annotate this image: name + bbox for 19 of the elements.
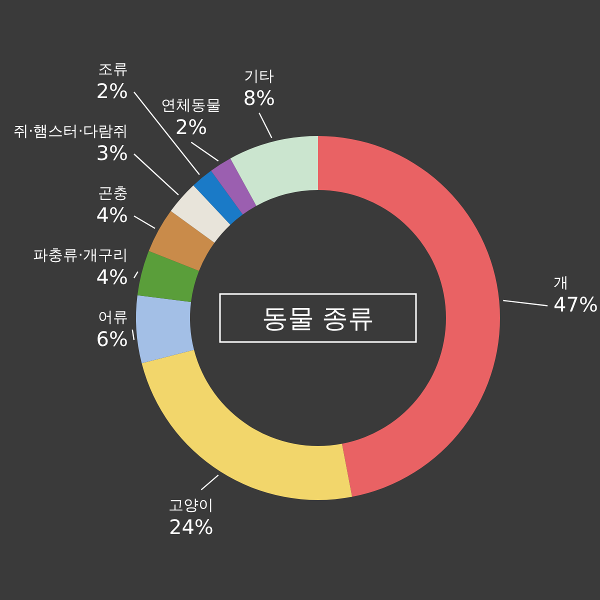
slice-label: 어류 [98,308,128,326]
data-label: 2% [96,79,128,103]
slice-label: 개 [554,274,569,292]
data-label: 47% [554,292,598,317]
text: 동물 종류 [262,304,374,334]
data-label: 24% [168,514,214,539]
slice-label: 파충류·개구리 [33,246,128,264]
slice-label: 기타 [244,66,274,85]
slice-label: 연체동물 [161,96,222,114]
slice-label: 조류 [98,60,128,78]
data-label: 4% [96,203,128,227]
data-label: 3% [96,141,128,165]
slice-label: 고양이 [168,496,214,514]
slice-label: 곤충 [98,184,128,202]
data-label: 8% [243,86,276,110]
data-label: 2% [175,115,208,140]
data-label: 6% [96,327,128,351]
data-label: 4% [96,265,128,289]
slice-label: 쥐·햄스터·다람쥐 [13,122,128,140]
